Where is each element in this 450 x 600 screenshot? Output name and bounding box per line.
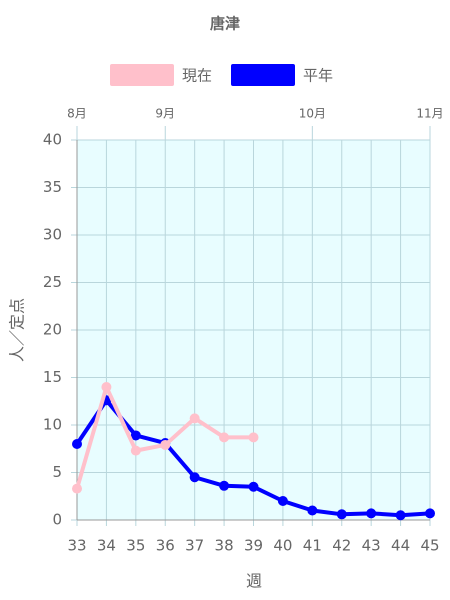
y-axis-label: 人／定点 [8, 298, 27, 362]
x-tick-label: 36 [156, 537, 175, 555]
x2-tick-label: 9月 [155, 107, 175, 121]
x-tick-label: 35 [126, 537, 145, 555]
data-point [248, 481, 259, 492]
data-point [72, 439, 82, 449]
chart-title: 唐津 [210, 15, 240, 33]
data-point [336, 509, 347, 520]
legend-swatch [231, 64, 295, 86]
y-tick-label: 40 [43, 131, 62, 149]
y-tick-label: 25 [43, 273, 62, 291]
data-point [219, 432, 230, 443]
x-tick-label: 42 [332, 537, 351, 555]
legend-label: 平年 [303, 67, 333, 85]
data-point [189, 413, 200, 424]
x-tick-label: 43 [362, 537, 381, 555]
x-axis-label: 週 [246, 572, 262, 591]
legend-swatch [110, 64, 174, 86]
x2-tick-label: 10月 [299, 107, 326, 121]
data-point [248, 432, 259, 443]
y-tick-label: 0 [52, 511, 62, 529]
data-point [395, 510, 406, 521]
data-point [366, 508, 377, 519]
x2-tick-label: 11月 [416, 107, 443, 121]
x-tick-label: 38 [215, 537, 234, 555]
y-tick-label: 20 [43, 321, 62, 339]
y-tick-label: 15 [43, 368, 62, 386]
y-tick-label: 10 [43, 416, 62, 434]
data-point [425, 508, 435, 519]
data-point [130, 430, 141, 441]
x-tick-label: 44 [391, 537, 410, 555]
data-point [72, 483, 82, 494]
data-point [189, 472, 200, 483]
x-tick-label: 34 [97, 537, 116, 555]
x-tick-label: 41 [303, 537, 322, 555]
y-tick-label: 35 [43, 178, 62, 196]
data-point [219, 480, 230, 491]
y-tick-label: 5 [52, 463, 62, 481]
legend-label: 現在 [182, 67, 212, 85]
x-tick-label: 37 [185, 537, 204, 555]
x2-tick-label: 8月 [67, 107, 87, 121]
data-point [160, 439, 171, 450]
x-tick-label: 39 [244, 537, 263, 555]
x-tick-label: 40 [273, 537, 292, 555]
data-point [130, 445, 141, 456]
data-point [277, 496, 288, 506]
data-point [307, 505, 318, 516]
y-tick-label: 30 [43, 226, 62, 244]
x-tick-label: 33 [67, 537, 86, 555]
data-point [101, 382, 112, 392]
x-tick-label: 45 [420, 537, 439, 555]
